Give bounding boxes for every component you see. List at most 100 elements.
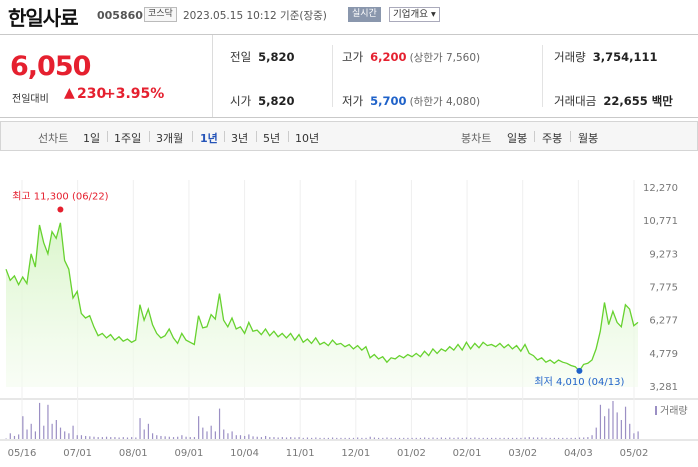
volume-bar [43,425,45,439]
period-1d[interactable]: 1일 [83,132,101,145]
title-bar: 한일사료 005860 코스닥 2023.05.15 10:12 기준(장중) … [0,0,698,32]
volume-bar [248,434,250,439]
up-arrow-icon: ▲ [64,85,75,101]
period-3m[interactable]: 3개월 [156,132,184,145]
high-annotation: 최고 11,300 (06/22) [12,190,108,202]
divider [534,131,535,142]
price-chart: 12,270 10,771 9,273 7,775 6,277 4,779 3,281 최고… [0,180,698,459]
volume-bar [89,436,91,439]
volume-bar [624,406,627,439]
volume-bar [612,401,614,439]
volume-bar [306,437,309,439]
volume-bar [516,437,518,439]
volume-bar [507,437,509,439]
as-of-timestamp: 2023.05.15 10:12 기준(장중) [183,10,327,22]
period-1w[interactable]: 1주일 [114,132,142,145]
volume-bar [398,437,401,439]
volume-bar [72,425,74,439]
volume-bar [160,435,162,439]
prev-close: 전일 5,820 [230,49,295,65]
divider [107,131,108,142]
candle-chart-label: 봉차트 [461,132,492,145]
volume-bar [562,437,564,439]
volume-bar [587,437,589,439]
volume-bar [290,437,292,439]
open-label: 시가 [230,94,252,108]
volume-bar [172,437,175,439]
volume-bar [193,437,196,439]
x-tick-label: 02/01 [453,448,482,459]
volume-bar [578,437,581,439]
volume-bar [273,437,275,439]
volume-bar [415,437,417,439]
trade-value-value: 22,655 백만 [603,94,673,108]
volume-bar [570,437,572,439]
volume-bar [478,437,480,439]
volume-bar [281,437,283,439]
volume-bar [482,437,484,439]
volume-bar [319,437,321,439]
candle-weekly[interactable]: 주봉 [542,132,563,145]
volume-bar [604,416,606,439]
volume-bar [378,437,380,439]
open-value: 5,820 [258,94,295,108]
realtime-button[interactable]: 실시간 [348,7,381,22]
volume-bar [557,437,560,439]
volume-bar [110,437,112,439]
low-value: 5,700 [370,94,407,108]
period-1y[interactable]: 1년 [200,132,218,145]
company-info-dropdown[interactable]: 기업개요 ▾ [389,7,440,22]
volume-bar [528,437,530,439]
volume-bar [64,431,66,439]
low-label: 저가 [342,94,364,108]
candle-daily[interactable]: 일봉 [507,132,528,145]
high-marker [57,206,64,213]
volume-bar [336,437,338,439]
period-10y[interactable]: 10년 [295,132,320,145]
volume-bar [444,437,447,439]
volume-bar [218,408,221,439]
y-tick-label: 4,779 [649,349,678,360]
period-3y[interactable]: 3년 [231,132,249,145]
y-tick-label: 3,281 [649,382,678,393]
volume-bar [486,437,489,439]
volume-bar [566,437,568,439]
stock-code: 005860 [97,9,143,22]
high-value: 6,200 [370,50,407,64]
volume-bar [595,427,597,439]
volume-bar [269,437,271,439]
x-tick-label: 07/01 [63,448,92,459]
volume-bar [294,437,296,439]
volume-bar [285,437,288,439]
x-axis-ticks: 05/16 07/01 08/01 09/01 10/04 11/01 12/01 01/02… [8,448,649,459]
volume-bar [189,437,191,439]
price-area [6,222,638,387]
volume-bar [105,436,108,439]
volume-bar [311,437,313,439]
x-tick-label: 05/02 [620,448,649,459]
volume-bar [629,423,631,439]
high-label: 고가 [342,50,364,64]
divider [542,45,543,107]
volume-bar [114,437,116,439]
candle-monthly[interactable]: 월봉 [578,132,599,145]
volume-bar [599,404,602,439]
period-5y[interactable]: 5년 [263,132,281,145]
volume-bar [227,433,229,439]
volume-bar [386,437,388,439]
volume-bar [181,435,183,439]
divider [332,45,333,107]
volume-bar [369,436,371,439]
x-tick-label: 04/03 [564,448,593,459]
volume-bar [68,433,70,439]
volume-bar [135,437,137,439]
x-tick-label: 09/01 [174,448,203,459]
volume-bar [22,416,24,439]
volume-bar [252,436,254,439]
volume-bar [126,437,129,439]
volume-bar [545,437,547,439]
divider [192,131,193,142]
lower-limit: (하한가 4,080) [409,96,481,108]
line-chart-label: 선차트 [38,132,69,145]
volume-bar [541,437,543,439]
